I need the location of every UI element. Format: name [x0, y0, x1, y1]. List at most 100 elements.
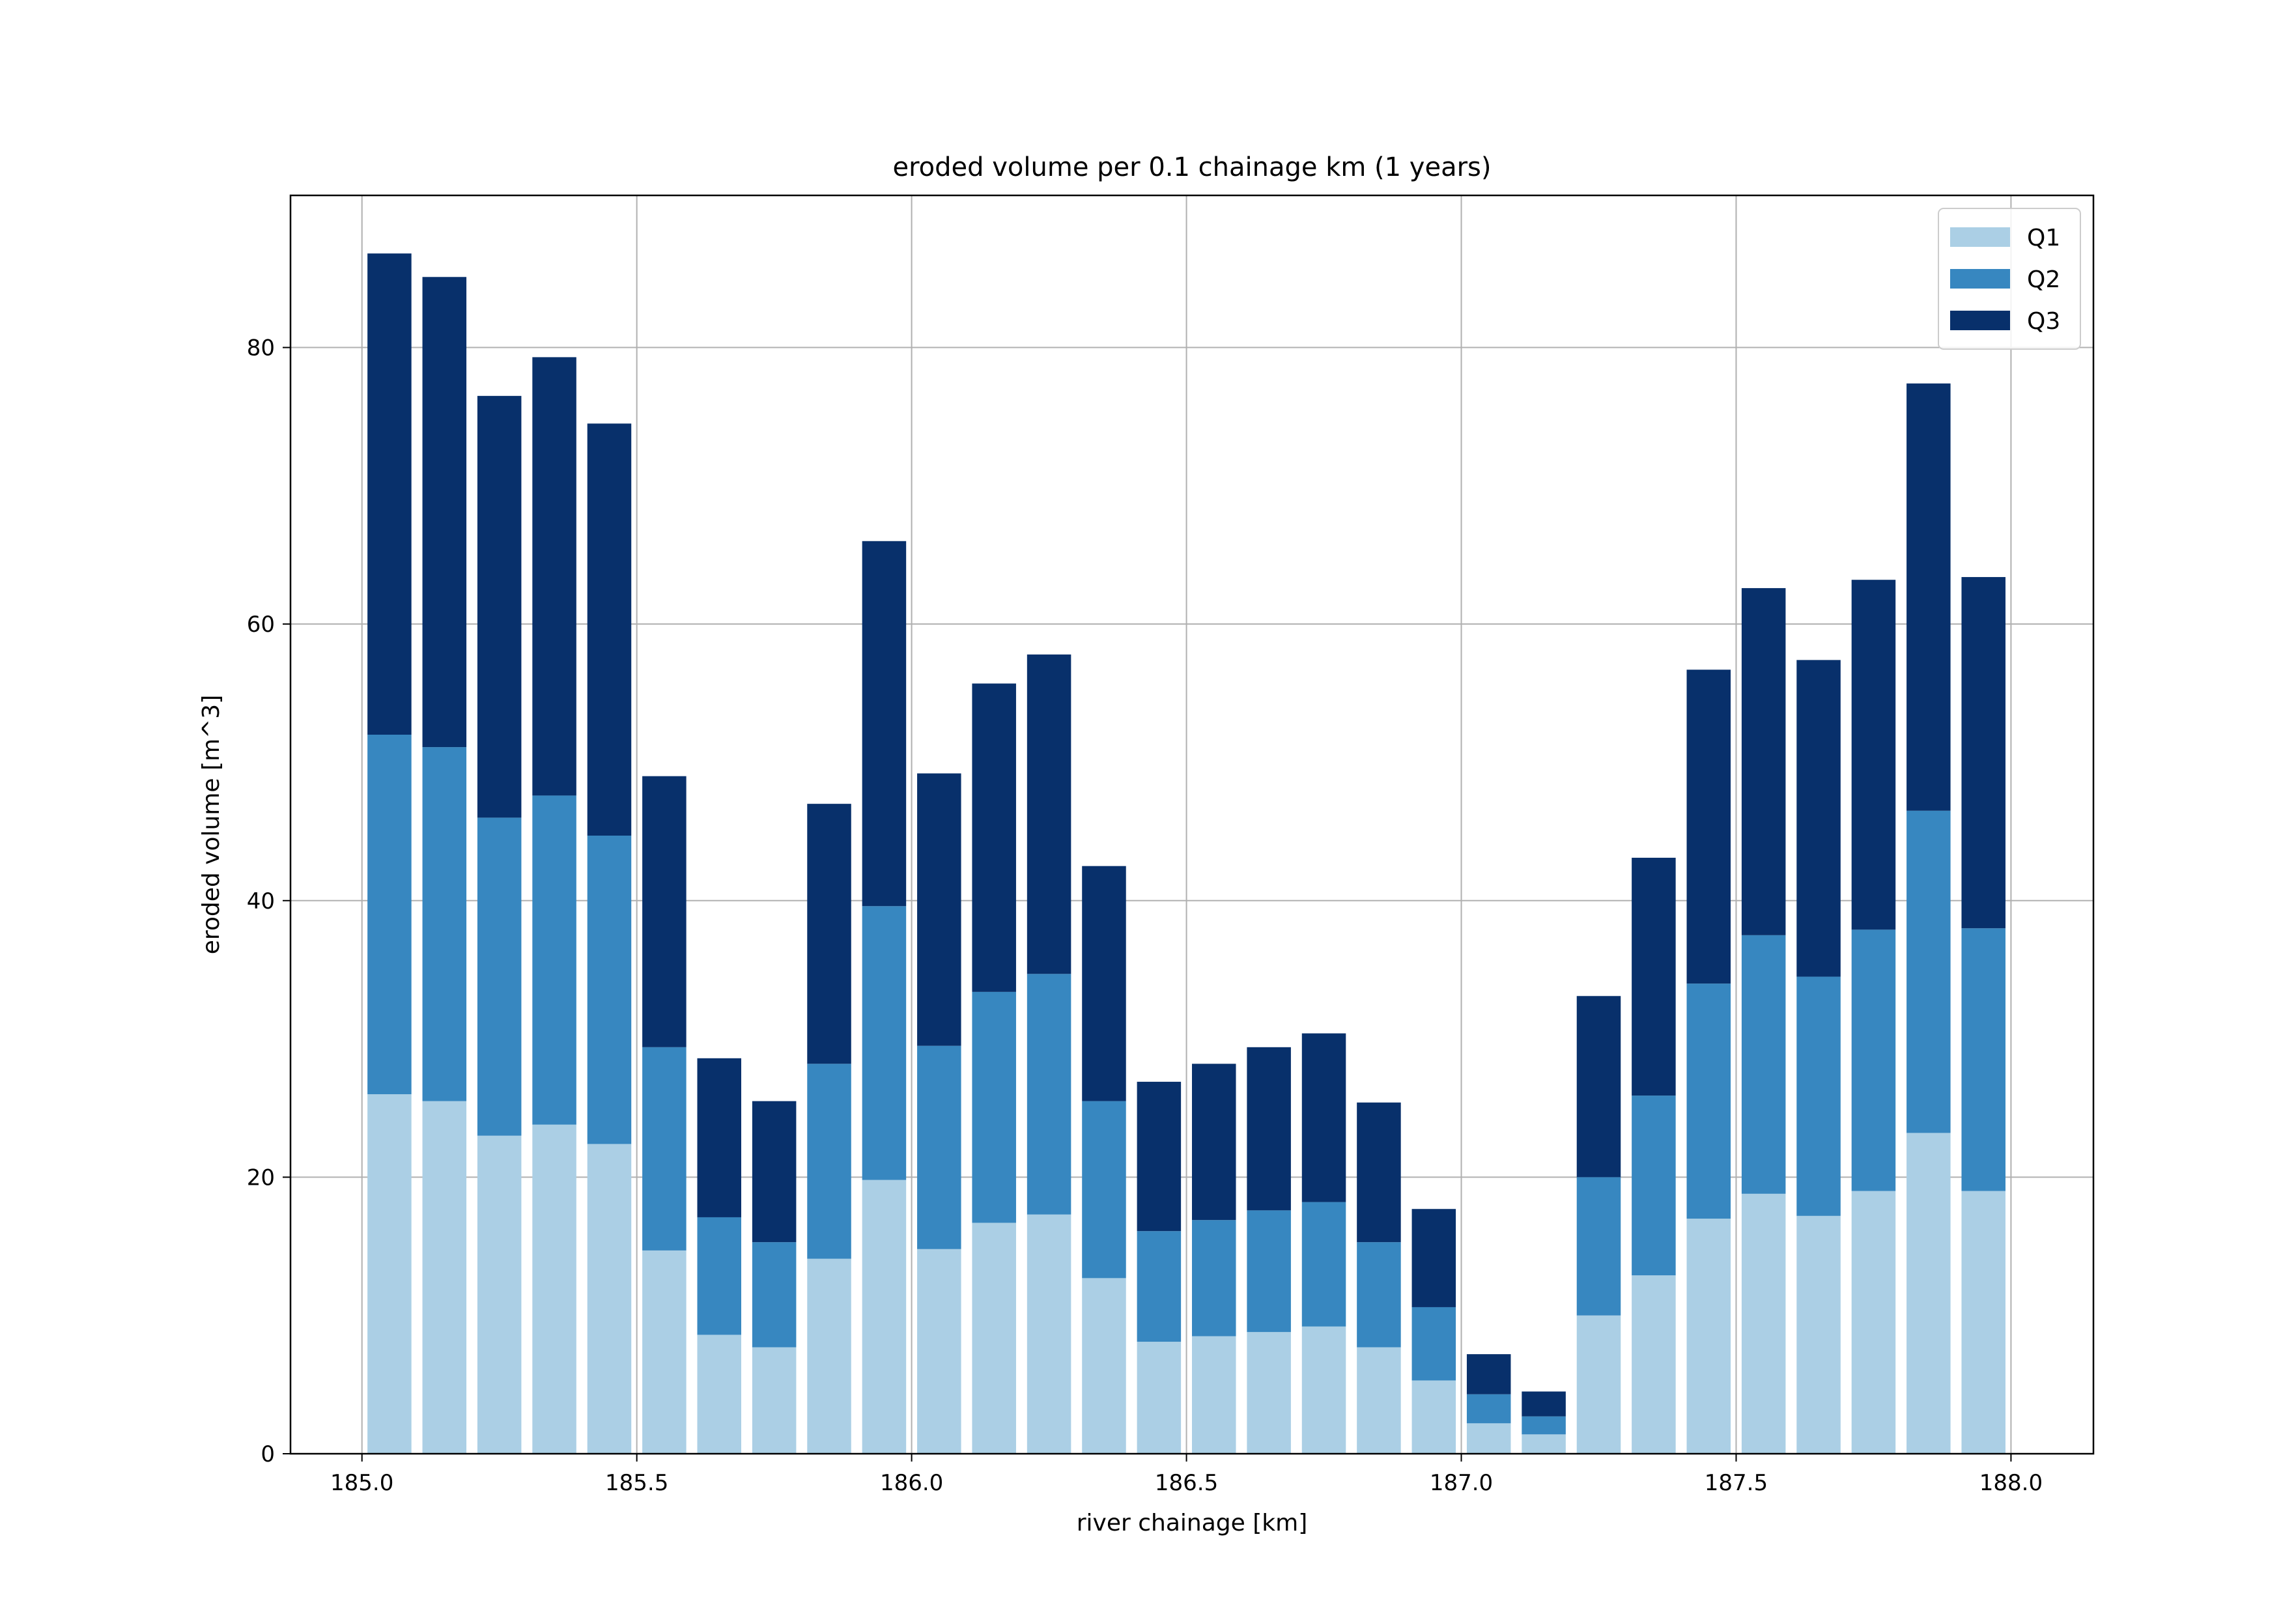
bar-q1-26: [1796, 1215, 1841, 1454]
bar-q1-20: [1466, 1423, 1511, 1454]
bar-q3-20: [1466, 1354, 1511, 1394]
bar-q1-5: [642, 1250, 687, 1454]
y-tick-label-0: 0: [261, 1441, 275, 1467]
x-axis: 185.0 185.5 186.0 186.5 187.0 187.5 188.0: [330, 1454, 2043, 1496]
legend-swatch-q1: [1950, 227, 2010, 247]
bar-q3-1: [422, 277, 467, 748]
bar-q3-9: [862, 541, 907, 907]
bar-q3-23: [1632, 857, 1676, 1096]
bar-q3-13: [1082, 866, 1126, 1101]
bar-q1-28: [1906, 1133, 1951, 1454]
bar-q3-3: [532, 357, 576, 796]
bar-q3-8: [807, 804, 851, 1064]
x-axis-label: river chainage [km]: [1077, 1510, 1308, 1536]
x-tick-label-1: 185.5: [605, 1470, 668, 1496]
bar-q2-3: [532, 795, 576, 1125]
y-tick-label-2: 40: [247, 888, 275, 914]
bar-q1-4: [587, 1144, 632, 1454]
bar-q3-25: [1741, 587, 1786, 935]
bar-q2-19: [1411, 1307, 1456, 1381]
bar-q2-5: [642, 1047, 687, 1251]
bar-q1-9: [862, 1180, 907, 1454]
bar-q2-15: [1192, 1220, 1236, 1336]
bar-q3-22: [1576, 996, 1621, 1178]
bar-q2-16: [1247, 1210, 1291, 1333]
bar-q1-13: [1082, 1278, 1126, 1454]
bar-q2-23: [1632, 1096, 1676, 1276]
plot-frame: [289, 194, 2095, 1455]
y-tick-label-1: 20: [247, 1165, 275, 1191]
bar-q2-11: [972, 991, 1016, 1223]
bar-q2-7: [752, 1242, 797, 1348]
bar-q3-12: [1027, 654, 1071, 974]
legend-label-q2: Q2: [2027, 266, 2060, 293]
chart-title: eroded volume per 0.1 chainage km (1 yea…: [893, 152, 1492, 182]
bar-q3-29: [1961, 576, 2005, 929]
bar-q2-2: [477, 817, 522, 1136]
legend-swatch-q2: [1950, 269, 2010, 289]
bar-q2-17: [1301, 1202, 1346, 1327]
bar-q1-6: [697, 1335, 741, 1454]
legend: Q1 Q2 Q3: [1938, 208, 2081, 350]
bar-q1-18: [1357, 1347, 1401, 1454]
bar-q1-1: [422, 1101, 467, 1454]
bar-q2-6: [697, 1217, 741, 1335]
bar-q2-21: [1522, 1416, 1566, 1435]
bar-q3-27: [1851, 580, 1896, 930]
bar-q3-14: [1137, 1081, 1182, 1232]
bar-q3-16: [1247, 1047, 1291, 1211]
bar-q2-20: [1466, 1394, 1511, 1424]
legend-swatch-q3: [1950, 311, 2010, 330]
bar-q1-16: [1247, 1332, 1291, 1454]
bar-q2-29: [1961, 928, 2005, 1191]
bar-q1-0: [367, 1094, 412, 1454]
bar-q2-8: [807, 1064, 851, 1259]
bar-q1-24: [1686, 1219, 1731, 1454]
y-tick-label-4: 80: [247, 335, 275, 361]
y-axis: 0 20 40 60 80: [247, 335, 291, 1467]
bar-q3-28: [1906, 383, 1951, 811]
x-tick-label-5: 187.5: [1705, 1470, 1768, 1496]
bar-q2-0: [367, 735, 412, 1094]
bar-q1-23: [1632, 1275, 1676, 1454]
bar-q2-24: [1686, 983, 1731, 1219]
bar-q2-4: [587, 835, 632, 1144]
bar-q3-19: [1411, 1209, 1456, 1307]
x-tick-label-2: 186.0: [880, 1470, 943, 1496]
bar-q3-11: [972, 683, 1016, 992]
bar-q1-29: [1961, 1191, 2005, 1454]
bar-q1-10: [917, 1249, 961, 1454]
bar-q2-13: [1082, 1101, 1126, 1279]
bars: [367, 253, 2005, 1454]
legend-label-q1: Q1: [2027, 225, 2060, 251]
bar-q2-1: [422, 747, 467, 1101]
bar-q3-7: [752, 1101, 797, 1243]
bar-q1-25: [1741, 1193, 1786, 1454]
bar-q2-25: [1741, 935, 1786, 1194]
bar-q2-18: [1357, 1242, 1401, 1348]
bar-q1-11: [972, 1223, 1016, 1454]
bar-q2-10: [917, 1045, 961, 1249]
y-tick-label-3: 60: [247, 612, 275, 638]
bar-q1-15: [1192, 1336, 1236, 1454]
x-tick-label-0: 185.0: [330, 1470, 393, 1496]
bar-q3-21: [1522, 1391, 1566, 1417]
bar-q3-4: [587, 423, 632, 836]
bar-q1-21: [1522, 1434, 1566, 1454]
bar-q3-24: [1686, 670, 1731, 984]
legend-label-q3: Q3: [2027, 308, 2060, 335]
bar-q1-22: [1576, 1315, 1621, 1454]
bar-q1-14: [1137, 1342, 1182, 1454]
x-tick-label-3: 186.5: [1155, 1470, 1218, 1496]
y-axis-label: eroded volume [m^3]: [198, 695, 225, 955]
bar-q2-26: [1796, 976, 1841, 1216]
bar-q2-28: [1906, 810, 1951, 1133]
bar-q3-26: [1796, 660, 1841, 977]
bar-q3-18: [1357, 1102, 1401, 1243]
bar-q1-19: [1411, 1380, 1456, 1454]
bar-q3-17: [1301, 1033, 1346, 1202]
x-tick-label-6: 188.0: [1979, 1470, 2043, 1496]
bar-q1-3: [532, 1124, 576, 1454]
bar-q2-27: [1851, 929, 1896, 1191]
